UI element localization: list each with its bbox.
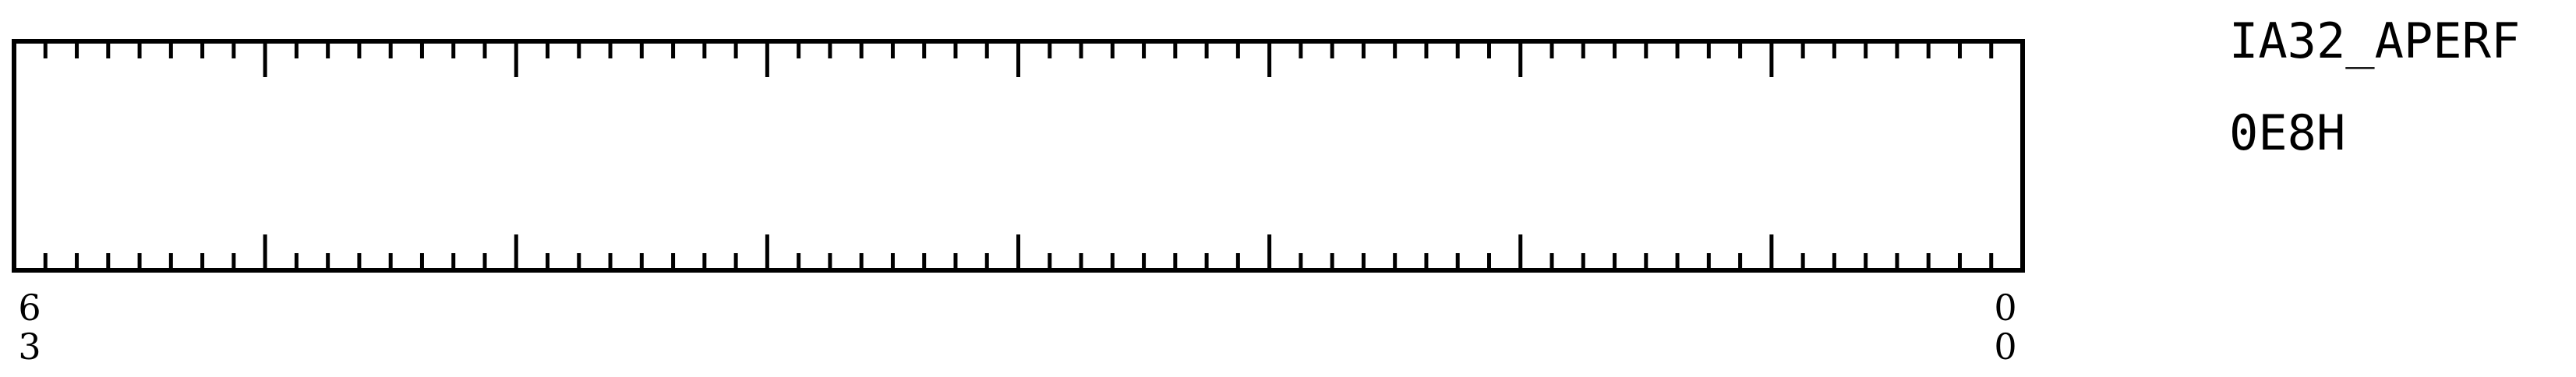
bit-ticks-top [43, 41, 1994, 77]
register-name: IA32_APERF [2229, 12, 2521, 69]
register-address: 0E8H [2229, 104, 2346, 161]
msb-label-digit-2: 3 [18, 326, 41, 368]
bit-ticks-bottom [43, 234, 1994, 270]
lsb-label-digit-2: 0 [1994, 326, 2017, 368]
msb-label-digit-1: 6 [18, 287, 41, 329]
lsb-label-digit-1: 0 [1994, 287, 2017, 329]
